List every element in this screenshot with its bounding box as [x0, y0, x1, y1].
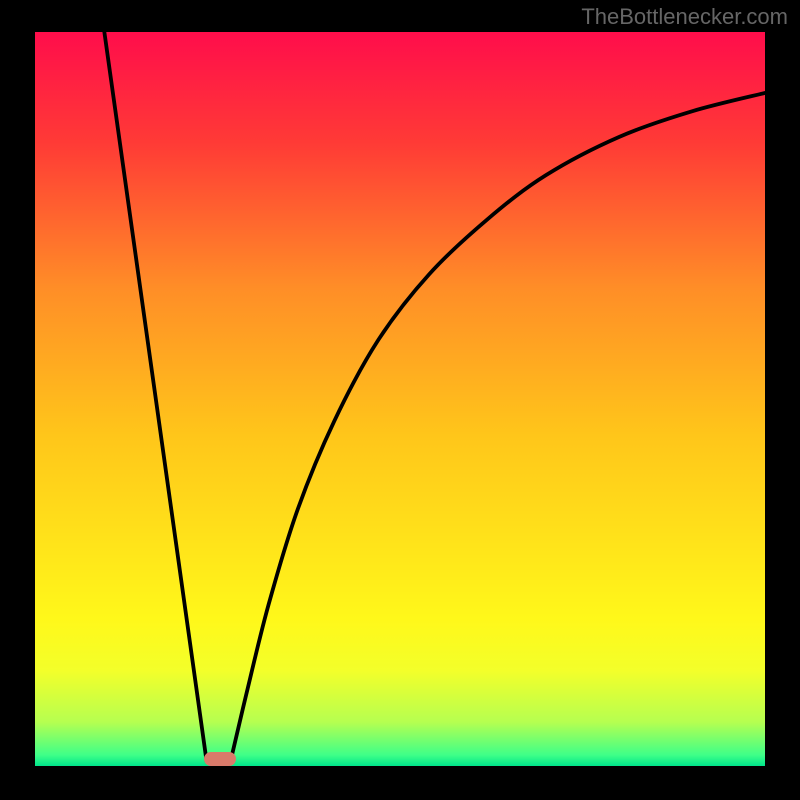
plot-area — [35, 32, 765, 766]
chart-container: TheBottlenecker.com — [0, 0, 800, 800]
curve-svg — [35, 32, 765, 766]
watermark-text: TheBottlenecker.com — [581, 4, 788, 30]
min-marker — [204, 752, 236, 766]
